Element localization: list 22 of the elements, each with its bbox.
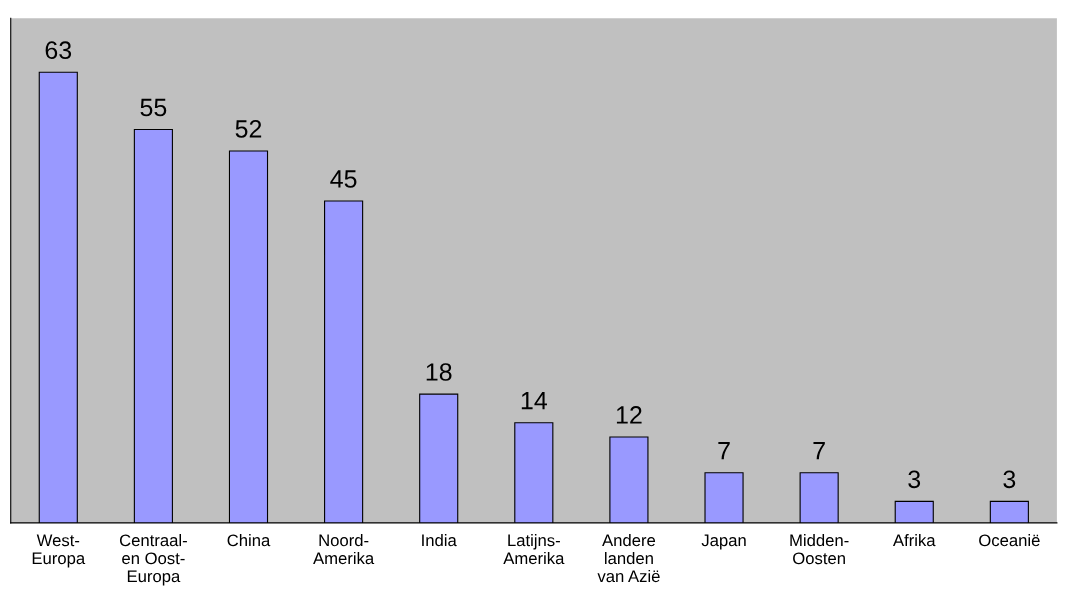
data-label: 52 — [235, 120, 262, 138]
x-tick-label: West- Europa — [32, 534, 86, 568]
data-label: 45 — [330, 170, 357, 188]
data-label: 7 — [718, 442, 730, 460]
data-label: 55 — [140, 98, 167, 117]
x-tick-label: Andere landen van Azië — [597, 533, 660, 583]
data-label: 3 — [1003, 470, 1016, 489]
x-tick-label: Latijns- Amerika — [503, 533, 565, 565]
data-label: 3 — [908, 470, 921, 489]
x-tick-label: Centraal- en Oost- Europa — [119, 533, 187, 586]
x-tick-label: Afrika — [892, 533, 936, 547]
x-tick-label: China — [227, 533, 271, 547]
x-tick-label: India — [422, 533, 457, 547]
data-label: 18 — [426, 363, 452, 381]
data-label: 63 — [45, 41, 72, 60]
x-tick-label: Noord- Amerika — [313, 533, 375, 565]
x-tick-label: Midden- Oosten — [790, 533, 849, 565]
x-tick-label: Oceanië — [979, 533, 1040, 547]
data-label: 7 — [813, 442, 825, 460]
x-tick-label: Japan — [701, 534, 746, 550]
data-label: 12 — [616, 406, 642, 424]
data-label: 14 — [521, 392, 547, 410]
